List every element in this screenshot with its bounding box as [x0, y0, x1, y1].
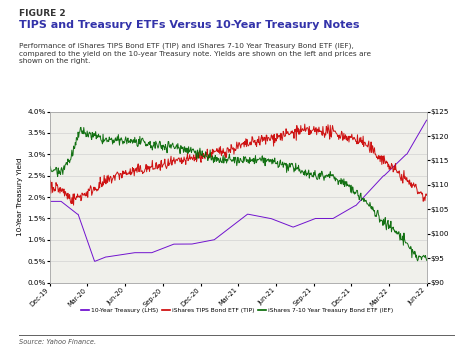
- Legend: 10-Year Treasury (LHS), iShares TIPS Bond ETF (TIP), iShares 7-10 Year Treasury : 10-Year Treasury (LHS), iShares TIPS Bon…: [78, 306, 396, 316]
- Text: FIGURE 2: FIGURE 2: [19, 9, 65, 18]
- Y-axis label: 10-Year Treasury Yield: 10-Year Treasury Yield: [17, 158, 23, 237]
- Text: TIPS and Treasury ETFs Versus 10-Year Treasury Notes: TIPS and Treasury ETFs Versus 10-Year Tr…: [19, 20, 359, 30]
- Text: Performance of iShares TIPS Bond ETF (TIP) and iShares 7-10 Year Treasury Bond E: Performance of iShares TIPS Bond ETF (TI…: [19, 42, 371, 64]
- Text: Source: Yahoo Finance.: Source: Yahoo Finance.: [19, 339, 96, 346]
